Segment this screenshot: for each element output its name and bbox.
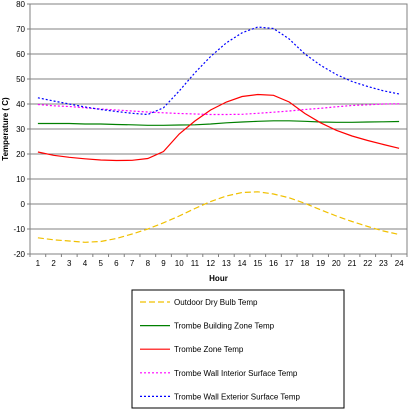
y-tick-label: 30 [16,125,25,134]
x-tick-label: 9 [161,259,166,268]
y-tick-label: 0 [21,200,26,209]
legend-entry: Trombe Wall Exterior Surface Temp [174,392,301,401]
x-tick-label: 2 [51,259,56,268]
x-tick-label: 6 [114,259,119,268]
y-tick-label: -10 [13,225,25,234]
y-tick-label: 70 [16,25,25,34]
legend-entry: Trombe Zone Temp [174,345,244,354]
y-tick-label: -20 [13,250,25,259]
x-tick-label: 15 [253,259,262,268]
x-tick-label: 14 [238,259,247,268]
gridlines [30,28,407,230]
x-tick-label: 8 [146,259,151,268]
x-tick-label: 16 [269,259,278,268]
y-axis-ticks: -20 -10 0 10 20 30 40 50 60 70 80 [13,0,30,259]
x-axis-ticks: 1 2 3 4 5 6 7 8 9 10 11 12 13 14 15 16 17 18 19 20 21 22 23 24 [29,254,408,268]
x-tick-label: 11 [191,259,200,268]
x-tick-label: 24 [395,259,404,268]
x-tick-label: 20 [332,259,341,268]
x-tick-label: 22 [363,259,372,268]
legend-entry: Trombe Wall Interior Surface Temp [174,369,298,378]
legend-entry: Trombe Building Zone Temp [174,322,275,331]
x-tick-label: 23 [379,259,388,268]
y-tick-label: 20 [16,150,25,159]
x-tick-label: 5 [98,259,103,268]
x-tick-label: 3 [67,259,72,268]
series-line-2 [37,93,400,162]
x-tick-label: 21 [348,259,357,268]
y-tick-label: 40 [16,100,25,109]
y-tick-label: 10 [16,175,25,184]
y-tick-label: 50 [16,75,25,84]
y-axis-label: Temperature ( C) [1,97,10,161]
x-tick-label: 7 [130,259,135,268]
x-tick-label: 4 [83,259,88,268]
x-tick-label: 18 [300,259,309,268]
x-tick-label: 1 [36,259,41,268]
y-tick-label: 60 [16,50,25,59]
legend: Outdoor Dry Bulb Temp Trombe Building Zon… [131,289,345,409]
x-axis-label: Hour [209,274,228,283]
series-line-1 [37,120,400,126]
legend-entry: Outdoor Dry Bulb Temp [174,298,258,307]
y-tick-label: 80 [16,0,25,9]
x-tick-label: 13 [222,259,231,268]
x-tick-label: 19 [316,259,325,268]
x-tick-label: 12 [206,259,215,268]
x-tick-label: 17 [285,259,294,268]
x-tick-label: 10 [175,259,184,268]
series-line-4 [37,26,400,116]
series-lines [37,26,400,243]
